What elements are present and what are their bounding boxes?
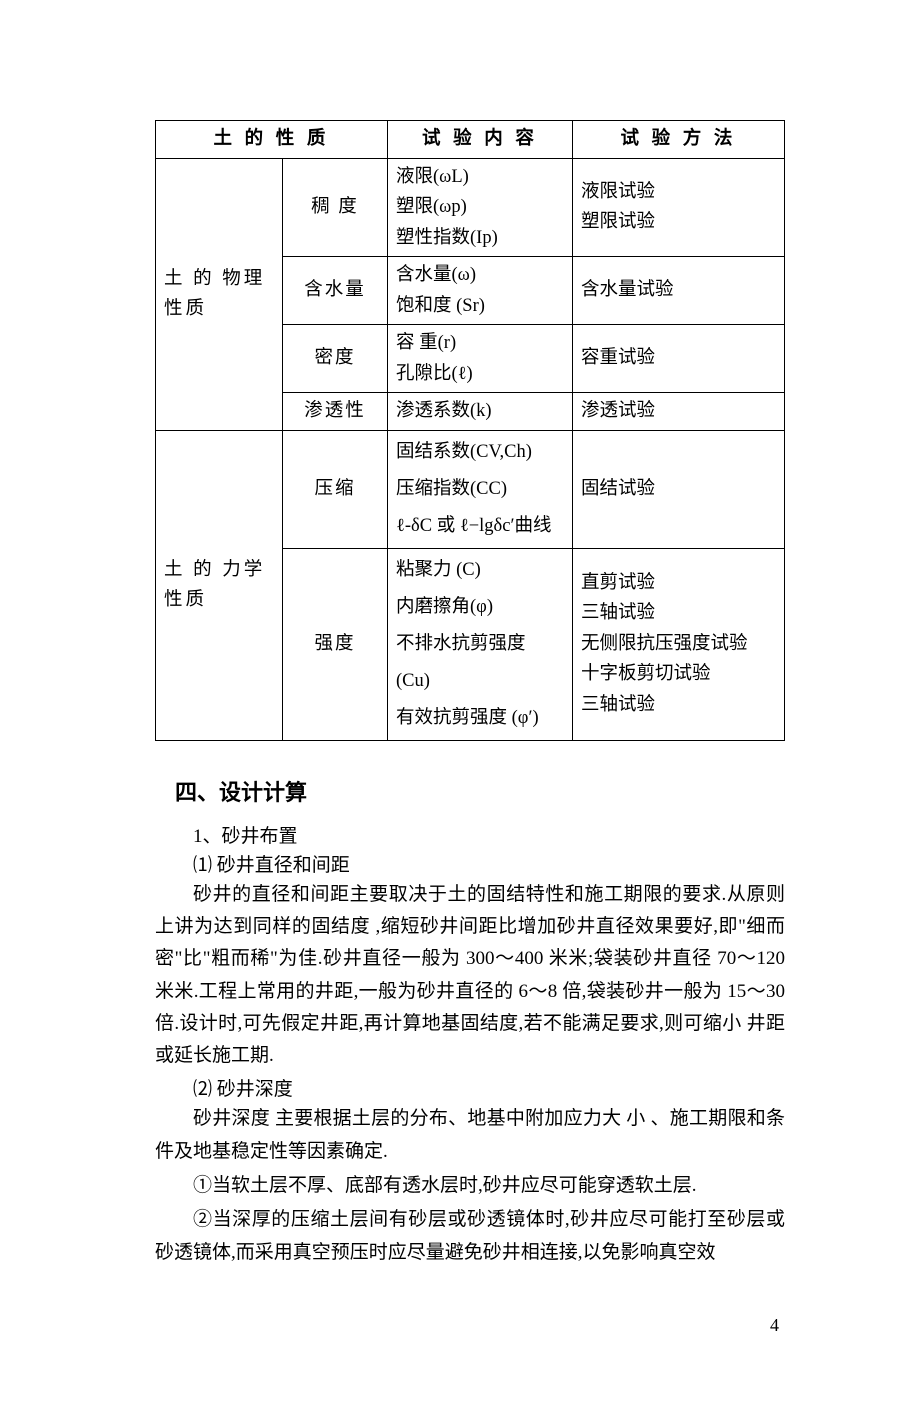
test-method: 含水量试验	[573, 257, 785, 325]
sub-label: 渗透性	[283, 393, 388, 431]
soil-properties-table: 土 的 性 质 试 验 内 容 试 验 方 法 土 的 物理性质 稠 度 液限(…	[155, 120, 785, 741]
subheading-1b: ⑵ 砂井深度	[155, 1074, 785, 1101]
col-header-property: 土 的 性 质	[156, 121, 388, 159]
sub-label: 密度	[283, 325, 388, 393]
test-method: 直剪试验三轴试验无侧限抗压强度试验十字板剪切试验三轴试验	[573, 548, 785, 740]
sub-label: 压缩	[283, 430, 388, 548]
sub-label: 强度	[283, 548, 388, 740]
test-content: 含水量(ω)饱和度 (Sr)	[388, 257, 573, 325]
group-label-physical: 土 的 物理性质	[156, 158, 283, 430]
test-method: 液限试验塑限试验	[573, 158, 785, 257]
col-header-content: 试 验 内 容	[388, 121, 573, 159]
table-row: 土 的 物理性质 稠 度 液限(ωL)塑限(ωp)塑性指数(Ip) 液限试验塑限…	[156, 158, 785, 257]
test-content: 容 重(r)孔隙比(ℓ)	[388, 325, 573, 393]
page-number: 4	[155, 1315, 785, 1336]
document-page: 土 的 性 质 试 验 内 容 试 验 方 法 土 的 物理性质 稠 度 液限(…	[0, 0, 920, 1416]
test-method: 渗透试验	[573, 393, 785, 431]
table-row: 土 的 力学性质 压缩 固结系数(CV,Ch)压缩指数(CC)ℓ-δC 或 ℓ−…	[156, 430, 785, 548]
subheading-1a: ⑴ 砂井直径和间距	[155, 850, 785, 877]
section-heading: 四、设计计算	[175, 775, 785, 807]
test-content: 固结系数(CV,Ch)压缩指数(CC)ℓ-δC 或 ℓ−lgδc′曲线	[388, 430, 573, 548]
list-item-1: ①当软土层不厚、底部有透水层时,砂井应尽可能穿透软土层.	[155, 1170, 785, 1202]
test-method: 容重试验	[573, 325, 785, 393]
sub-label: 含水量	[283, 257, 388, 325]
table-header-row: 土 的 性 质 试 验 内 容 试 验 方 法	[156, 121, 785, 159]
group-label-mechanical: 土 的 力学性质	[156, 430, 283, 740]
test-content: 渗透系数(k)	[388, 393, 573, 431]
sub-label: 稠 度	[283, 158, 388, 257]
test-content: 粘聚力 (C)内磨擦角(φ)不排水抗剪强度 (Cu)有效抗剪强度 (φ′)	[388, 548, 573, 740]
col-header-method: 试 验 方 法	[573, 121, 785, 159]
paragraph: 砂井的直径和间距主要取决于土的固结特性和施工期限的要求.从原则上讲为达到同样的固…	[155, 879, 785, 1073]
paragraph: 砂井深度 主要根据土层的分布、地基中附加应力大 小 、施工期限和条件及地基稳定性…	[155, 1103, 785, 1168]
list-item-2: ②当深厚的压缩土层间有砂层或砂透镜体时,砂井应尽可能打至砂层或砂透镜体,而采用真…	[155, 1204, 785, 1269]
test-method: 固结试验	[573, 430, 785, 548]
subheading-1: 1、砂井布置	[155, 821, 785, 848]
test-content: 液限(ωL)塑限(ωp)塑性指数(Ip)	[388, 158, 573, 257]
